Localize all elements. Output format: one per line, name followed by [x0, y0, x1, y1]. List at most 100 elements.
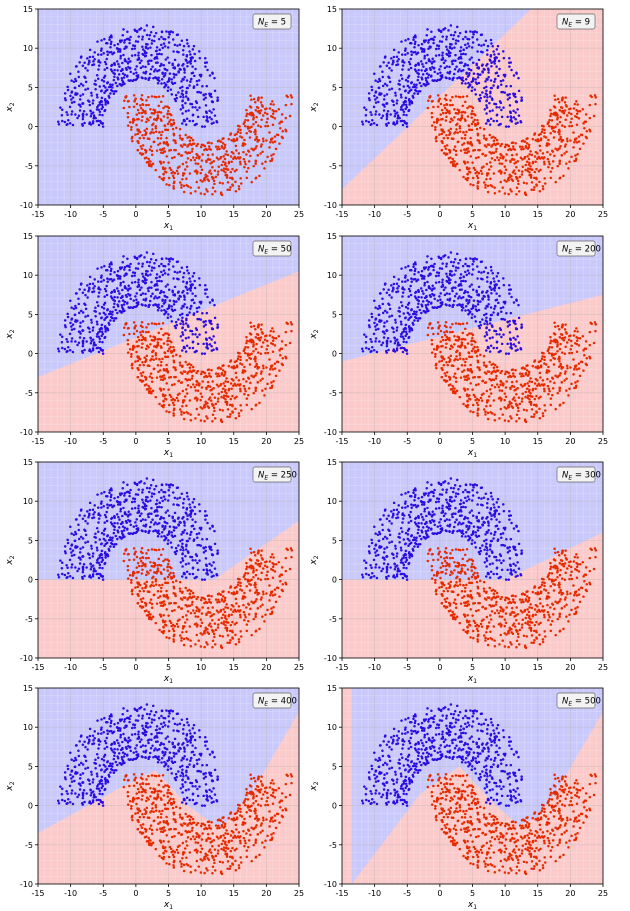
point-class-0 [402, 110, 406, 114]
point-class-0 [399, 93, 403, 96]
point-class-0 [98, 340, 101, 344]
point-class-0 [434, 54, 438, 57]
point-class-1 [163, 170, 167, 173]
point-class-1 [145, 330, 148, 334]
point-class-0 [101, 125, 105, 128]
point-class-1 [196, 389, 200, 392]
point-class-1 [152, 367, 156, 371]
point-class-0 [425, 295, 428, 299]
point-class-0 [84, 307, 88, 311]
point-class-0 [105, 284, 108, 288]
point-class-0 [440, 301, 444, 304]
point-class-1 [470, 112, 473, 116]
point-class-0 [486, 53, 489, 56]
point-class-1 [139, 104, 142, 107]
point-class-0 [85, 340, 88, 343]
point-class-0 [512, 319, 515, 322]
point-class-1 [503, 145, 507, 149]
point-class-0 [69, 94, 72, 98]
point-class-1 [539, 137, 543, 140]
point-class-1 [536, 138, 540, 141]
point-class-1 [485, 162, 489, 166]
point-class-1 [560, 154, 564, 157]
point-class-0 [184, 95, 188, 98]
point-class-1 [553, 106, 557, 109]
point-class-0 [66, 315, 70, 319]
point-class-0 [445, 76, 448, 80]
point-class-0 [137, 281, 140, 284]
point-class-1 [248, 136, 252, 139]
point-class-0 [216, 323, 219, 326]
point-class-0 [148, 286, 151, 289]
point-class-0 [100, 323, 104, 327]
point-class-1 [252, 324, 256, 328]
point-class-1 [554, 125, 557, 129]
point-class-1 [122, 333, 126, 337]
point-class-1 [504, 159, 508, 162]
point-class-0 [93, 57, 96, 61]
point-class-1 [280, 113, 284, 116]
point-class-1 [480, 172, 484, 175]
point-class-0 [454, 59, 457, 62]
point-class-0 [466, 291, 470, 294]
point-class-0 [168, 77, 171, 80]
point-class-0 [458, 303, 461, 306]
point-class-0 [109, 310, 112, 313]
point-class-1 [165, 183, 168, 186]
point-class-0 [385, 115, 389, 119]
point-class-0 [192, 44, 196, 48]
point-class-0 [460, 296, 463, 300]
y-tick-label: 0 [332, 123, 337, 132]
point-class-0 [384, 122, 388, 126]
point-class-1 [250, 125, 253, 129]
point-class-1 [141, 329, 144, 333]
point-class-0 [496, 312, 500, 315]
point-class-0 [162, 37, 165, 41]
point-class-1 [234, 384, 238, 387]
point-class-1 [253, 357, 256, 361]
point-class-0 [106, 53, 109, 56]
point-class-1 [271, 123, 275, 126]
point-class-1 [515, 193, 518, 196]
point-class-1 [574, 154, 577, 157]
point-class-1 [503, 179, 506, 182]
point-class-1 [222, 374, 226, 377]
point-class-1 [577, 117, 581, 120]
point-class-0 [509, 84, 513, 88]
point-class-0 [60, 341, 64, 344]
point-class-1 [158, 402, 161, 406]
point-class-0 [489, 117, 493, 121]
point-class-0 [116, 84, 119, 88]
point-class-0 [160, 304, 164, 308]
point-class-0 [106, 42, 109, 45]
point-class-0 [128, 38, 131, 42]
point-class-1 [165, 363, 168, 367]
point-class-0 [87, 290, 90, 293]
point-class-0 [385, 344, 389, 348]
point-class-0 [132, 78, 136, 82]
point-class-1 [242, 150, 245, 154]
point-class-1 [426, 106, 430, 110]
point-class-1 [244, 162, 247, 166]
point-class-0 [164, 58, 168, 61]
point-class-0 [155, 282, 158, 286]
point-class-0 [410, 81, 414, 84]
point-class-1 [484, 410, 487, 414]
point-class-1 [219, 192, 223, 196]
point-class-1 [570, 339, 573, 343]
point-class-0 [163, 67, 166, 71]
point-class-0 [101, 113, 104, 117]
point-class-0 [185, 90, 188, 94]
point-class-0 [464, 30, 468, 33]
point-class-0 [495, 340, 499, 343]
point-class-0 [440, 302, 444, 306]
point-class-1 [159, 151, 163, 154]
point-class-0 [186, 65, 189, 68]
point-class-0 [436, 299, 440, 302]
point-class-0 [208, 319, 211, 322]
point-class-0 [198, 277, 201, 280]
y-tick-label: 0 [28, 350, 33, 359]
point-class-1 [250, 374, 253, 378]
point-class-0 [208, 74, 212, 77]
point-class-1 [216, 139, 220, 143]
